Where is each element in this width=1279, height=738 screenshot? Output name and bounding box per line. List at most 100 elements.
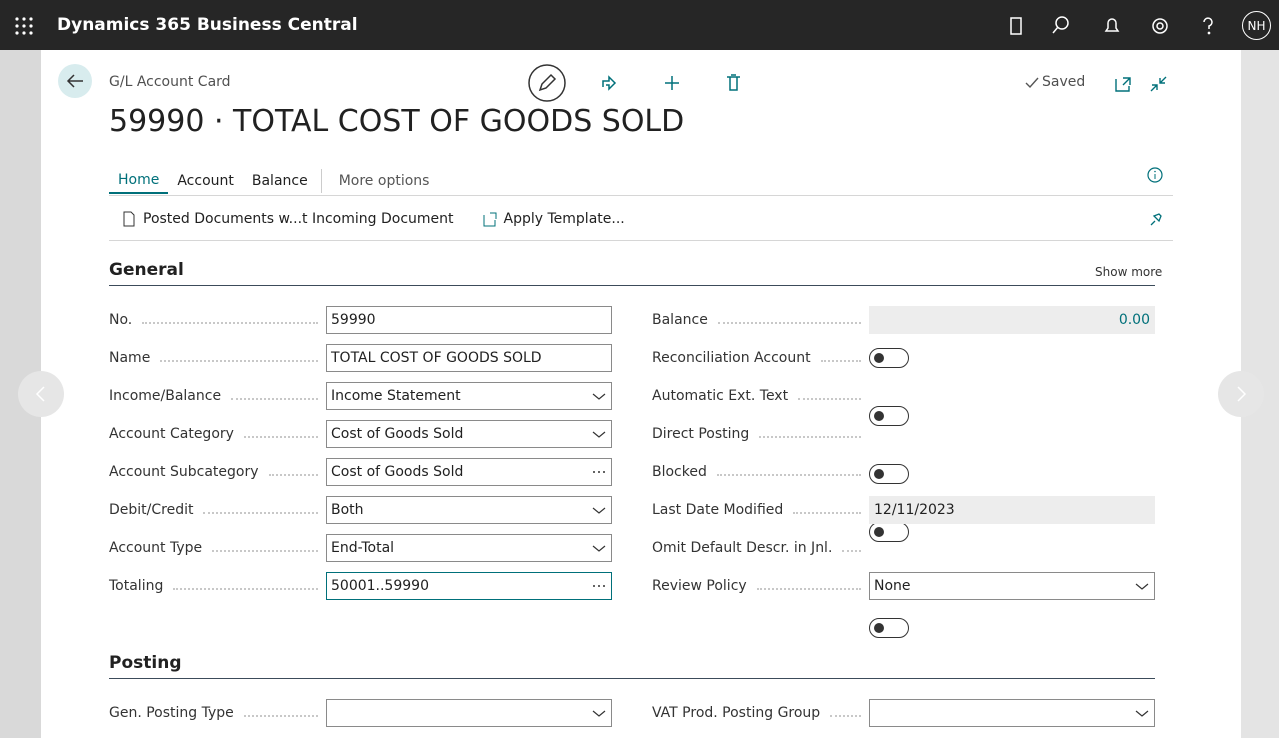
- field-value: 0.00: [1118, 312, 1150, 328]
- action-button[interactable]: Apply Template...: [482, 211, 625, 227]
- toggle-switch[interactable]: [869, 348, 909, 368]
- action-bar: Posted Documents w...t Incoming Document…: [121, 207, 653, 231]
- dot-leader: [212, 550, 318, 552]
- dot-leader: [268, 474, 318, 476]
- toggle-switch[interactable]: [869, 618, 909, 638]
- dropdown-chevron: [1135, 710, 1149, 717]
- toggle-switch[interactable]: [869, 464, 909, 484]
- field-label-text: No.: [109, 312, 133, 328]
- field-label: Name: [109, 344, 326, 372]
- toggle-switch[interactable]: [869, 522, 909, 542]
- tab[interactable]: Home: [109, 168, 169, 194]
- field-label: Omit Default Descr. in Jnl.: [652, 534, 869, 562]
- show-more[interactable]: Show more: [1095, 265, 1163, 279]
- field-label-text: Account Type: [109, 540, 203, 556]
- divider: [109, 240, 1173, 241]
- dot-leader: [820, 360, 861, 362]
- dot-leader: [830, 715, 861, 717]
- next-record[interactable]: [1218, 371, 1264, 417]
- field-label-text: Reconciliation Account: [652, 350, 811, 366]
- field-input[interactable]: Cost of Goods Sold: [326, 420, 612, 448]
- dot-leader: [756, 588, 861, 590]
- waffle-icon[interactable]: [15, 17, 33, 35]
- field-value[interactable]: TOTAL COST OF GOODS SOLD: [331, 350, 542, 366]
- field-value[interactable]: Income Statement: [331, 388, 461, 404]
- app-title: Dynamics 365 Business Central: [57, 15, 358, 35]
- field-input[interactable]: [869, 699, 1155, 727]
- field-label-text: Account Subcategory: [109, 464, 259, 480]
- field-label-text: Omit Default Descr. in Jnl.: [652, 540, 833, 556]
- lookup-ellipsis: [593, 585, 605, 587]
- field-input[interactable]: [326, 699, 612, 727]
- field-label: Account Category: [109, 420, 326, 448]
- dropdown-chevron: [1135, 583, 1149, 590]
- back-button[interactable]: [58, 64, 92, 98]
- field-label-text: Last Date Modified: [652, 502, 784, 518]
- field-value[interactable]: End-Total: [331, 540, 395, 556]
- save-status: Saved: [1042, 74, 1086, 90]
- field-value[interactable]: 59990: [331, 312, 376, 328]
- field-label: Income/Balance: [109, 382, 326, 410]
- field-input[interactable]: Cost of Goods Sold: [326, 458, 612, 486]
- field-input[interactable]: Both: [326, 496, 612, 524]
- dot-leader: [798, 398, 861, 400]
- dot-leader: [173, 588, 318, 590]
- field-label-text: Account Category: [109, 426, 234, 442]
- field-value[interactable]: Cost of Goods Sold: [331, 464, 464, 480]
- check-icon: [1025, 77, 1039, 89]
- field-input[interactable]: End-Total: [326, 534, 612, 562]
- dot-leader: [717, 322, 861, 324]
- field-input[interactable]: TOTAL COST OF GOODS SOLD: [326, 344, 612, 372]
- tab-bar: Home Account Balance More options: [109, 166, 438, 196]
- field-input: 12/11/2023: [869, 496, 1155, 524]
- field-label-text: VAT Prod. Posting Group: [652, 705, 821, 721]
- tab[interactable]: Account: [177, 173, 234, 189]
- field-value[interactable]: None: [874, 578, 911, 594]
- field-input[interactable]: 50001..59990: [326, 572, 612, 600]
- field-value[interactable]: Both: [331, 502, 364, 518]
- toolbar-icons[interactable]: [527, 63, 747, 103]
- window-icons[interactable]: [1114, 74, 1174, 94]
- field-label-text: Blocked: [652, 464, 707, 480]
- info-icon[interactable]: [1146, 166, 1164, 184]
- field-label-text: Name: [109, 350, 151, 366]
- dropdown-chevron: [592, 431, 606, 438]
- field-input[interactable]: None: [869, 572, 1155, 600]
- field-label: Last Date Modified: [652, 496, 869, 524]
- dropdown-chevron: [592, 710, 606, 717]
- field-input[interactable]: 59990: [326, 306, 612, 334]
- tab[interactable]: More options: [338, 173, 430, 189]
- action-button[interactable]: Posted Documents w...t Incoming Document: [121, 211, 454, 227]
- tab[interactable]: Balance: [251, 173, 308, 189]
- section-title[interactable]: Posting: [109, 653, 182, 673]
- field-input: 0.00: [869, 306, 1155, 334]
- field-value[interactable]: 50001..59990: [331, 578, 429, 594]
- field-value[interactable]: Cost of Goods Sold: [331, 426, 464, 442]
- dropdown-chevron: [592, 545, 606, 552]
- field-input[interactable]: Income Statement: [326, 382, 612, 410]
- section-title[interactable]: General: [109, 260, 184, 280]
- card-dialog: G/L Account Card Saved 59990 · TOTAL COS…: [41, 50, 1241, 738]
- app-bar: Dynamics 365 Business Central NH: [0, 0, 1279, 50]
- field-label: Direct Posting: [652, 420, 869, 448]
- field-label: Gen. Posting Type: [109, 699, 326, 727]
- toggle-switch[interactable]: [869, 406, 909, 426]
- divider: [109, 195, 1173, 196]
- field-label: Account Type: [109, 534, 326, 562]
- field-label: No.: [109, 306, 326, 334]
- action-label[interactable]: Posted Documents w...t Incoming Document: [143, 211, 454, 227]
- dropdown-chevron: [592, 507, 606, 514]
- prev-record[interactable]: [18, 371, 64, 417]
- dot-leader: [243, 715, 318, 717]
- field-label: Balance: [652, 306, 869, 334]
- avatar[interactable]: NH: [1242, 11, 1271, 40]
- field-label-text: Automatic Ext. Text: [652, 388, 789, 404]
- field-label-text: Income/Balance: [109, 388, 222, 404]
- pin-icon[interactable]: [1147, 210, 1165, 228]
- app-icons[interactable]: [1000, 14, 1230, 38]
- field-label-text: Totaling: [109, 578, 164, 594]
- action-label[interactable]: Apply Template...: [503, 211, 625, 227]
- dot-leader: [203, 512, 318, 514]
- field-value: 12/11/2023: [874, 502, 955, 518]
